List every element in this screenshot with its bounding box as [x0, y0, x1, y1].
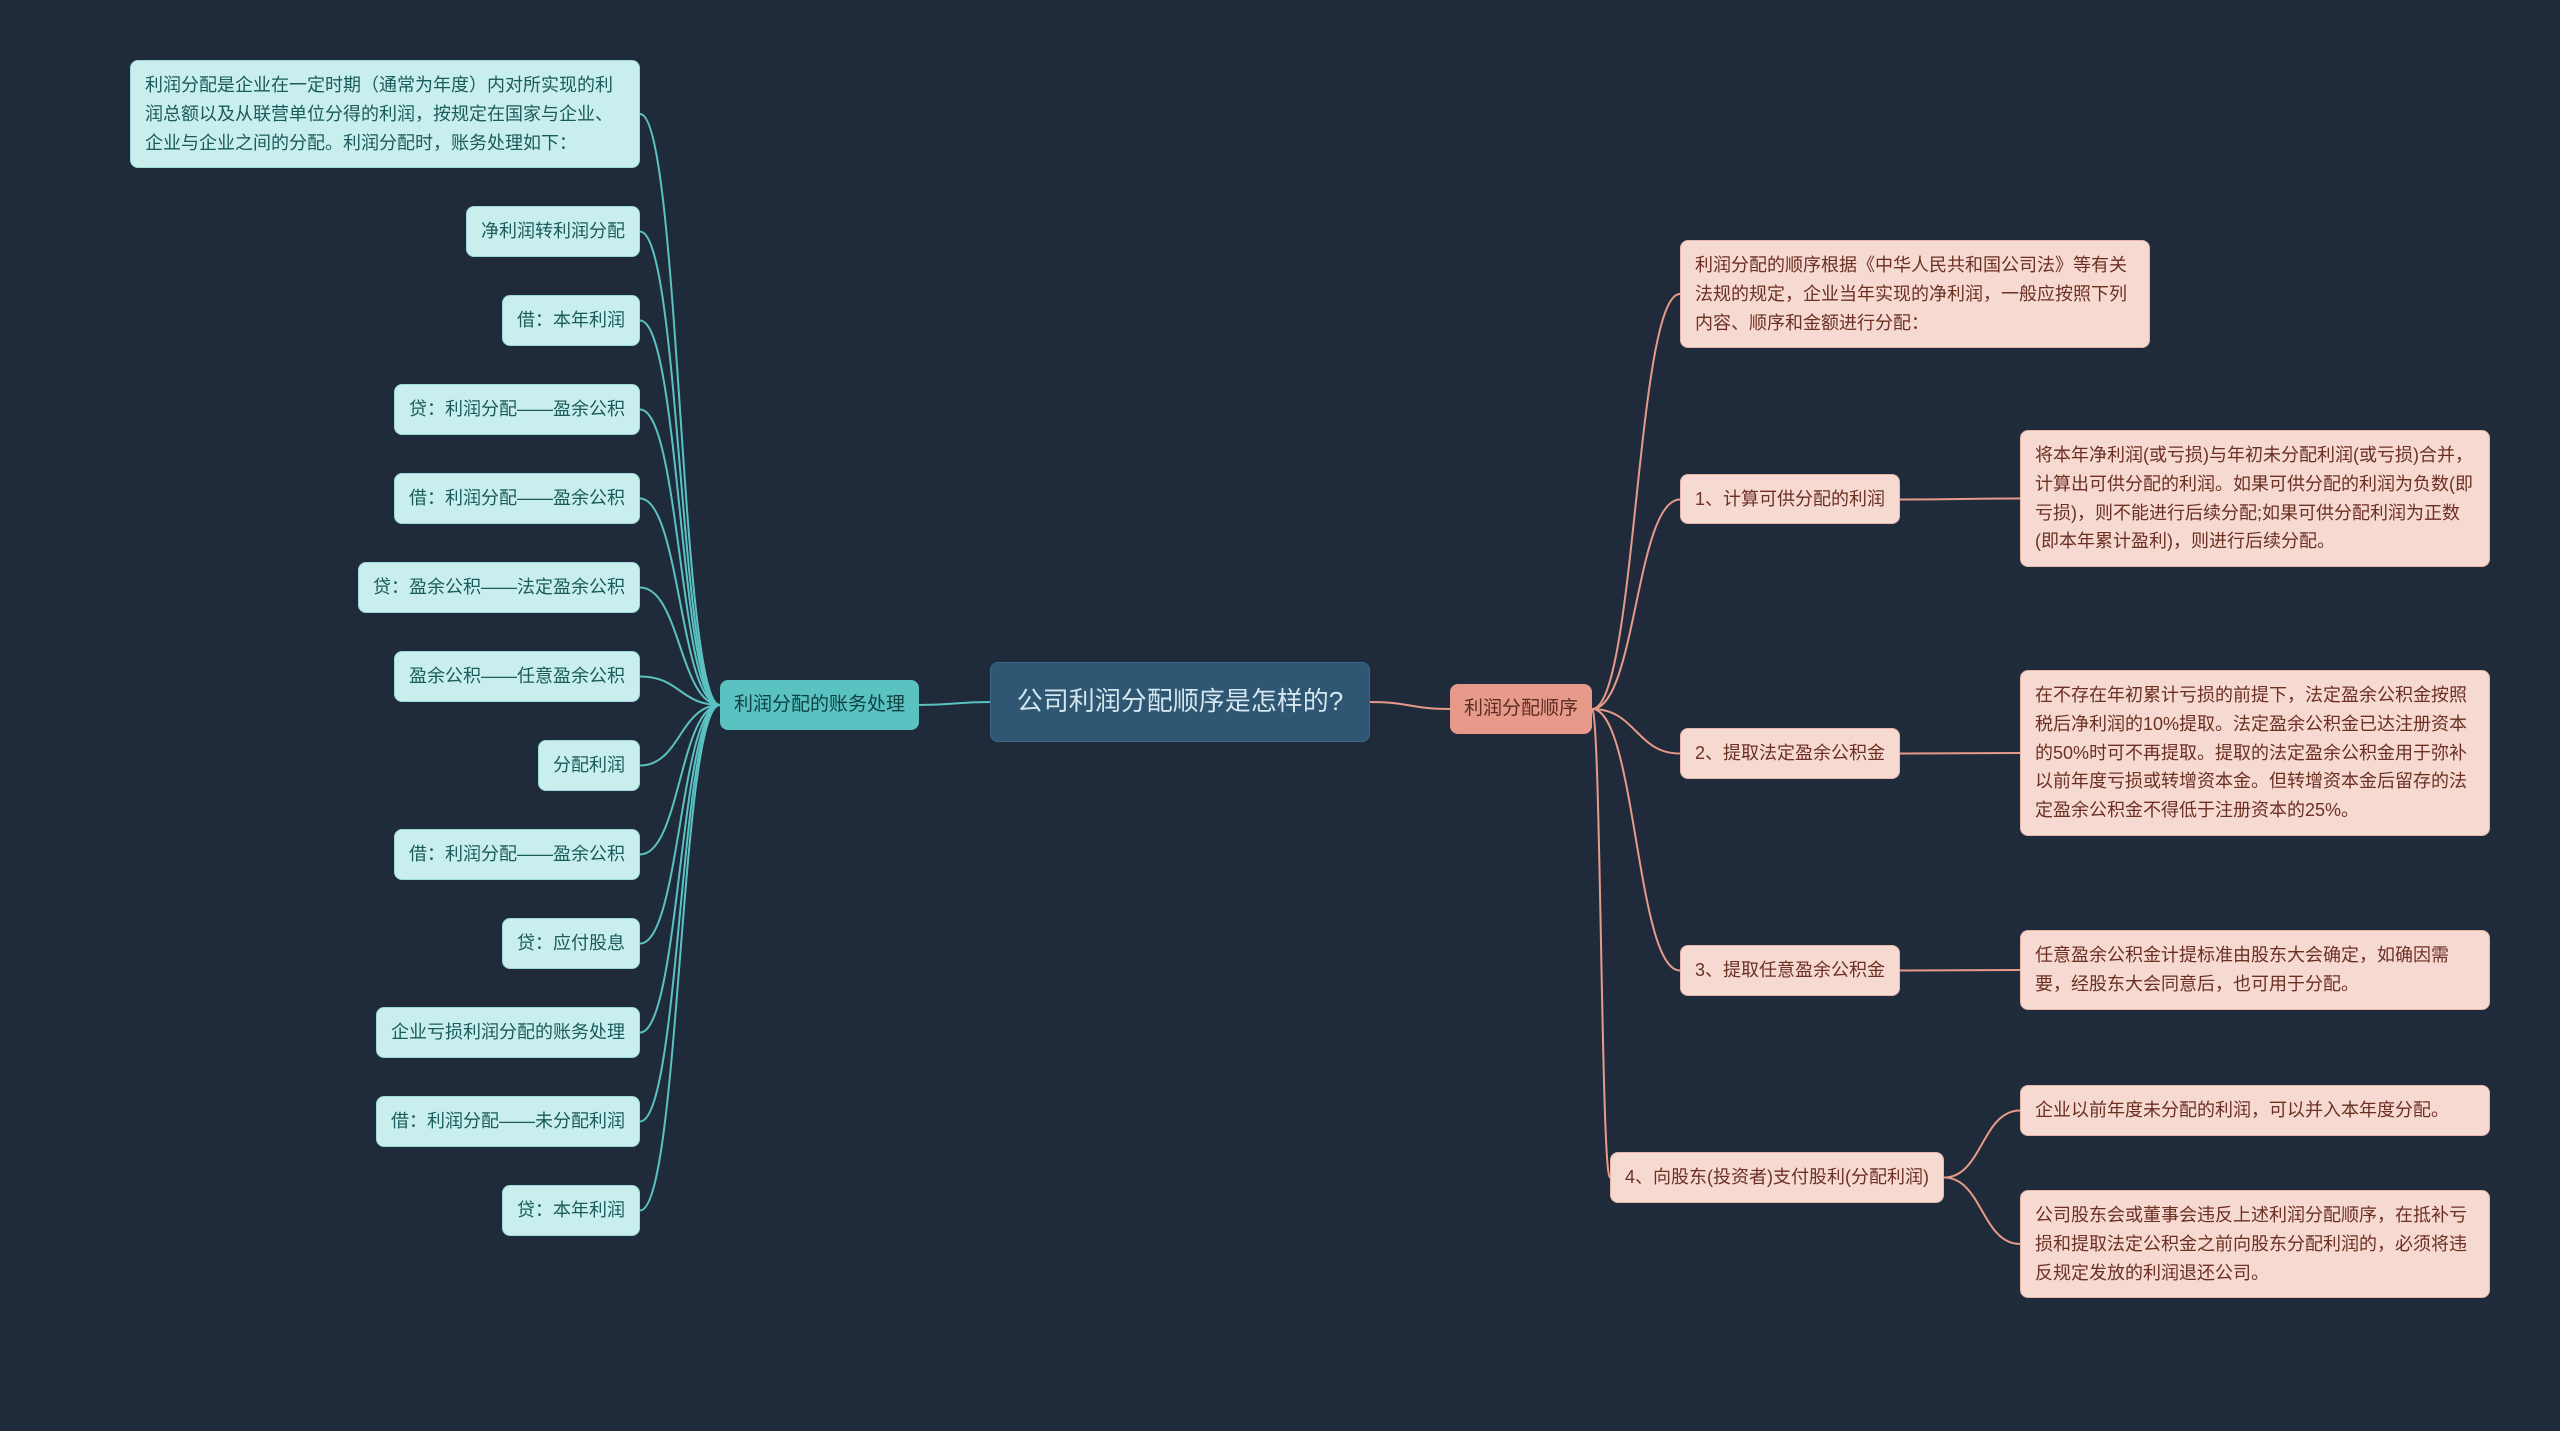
center-node: 公司利润分配顺序是怎样的? — [990, 662, 1370, 742]
left-child-3: 贷：利润分配——盈余公积 — [394, 384, 640, 435]
left-child-2: 借：本年利润 — [502, 295, 640, 346]
right-child-3-sub-0: 任意盈余公积金计提标准由股东大会确定，如确因需要，经股东大会同意后，也可用于分配… — [2020, 930, 2490, 1010]
right-child-3: 3、提取任意盈余公积金 — [1680, 945, 1900, 996]
right-child-1: 1、计算可供分配的利润 — [1680, 474, 1900, 525]
left-child-0: 利润分配是企业在一定时期（通常为年度）内对所实现的利润总额以及从联营单位分得的利… — [130, 60, 640, 168]
left-child-8: 借：利润分配——盈余公积 — [394, 829, 640, 880]
left-child-12: 贷：本年利润 — [502, 1185, 640, 1236]
left-child-1: 净利润转利润分配 — [466, 206, 640, 257]
left-child-9: 贷：应付股息 — [502, 918, 640, 969]
left-child-6: 盈余公积——任意盈余公积 — [394, 651, 640, 702]
left-child-5: 贷：盈余公积——法定盈余公积 — [358, 562, 640, 613]
right-child-4: 4、向股东(投资者)支付股利(分配利润) — [1610, 1152, 1944, 1203]
left-child-7: 分配利润 — [538, 740, 640, 791]
right-child-2-sub-0: 在不存在年初累计亏损的前提下，法定盈余公积金按照税后净利润的10%提取。法定盈余… — [2020, 670, 2490, 836]
left-child-4: 借：利润分配——盈余公积 — [394, 473, 640, 524]
right-child-1-sub-0: 将本年净利润(或亏损)与年初未分配利润(或亏损)合并，计算出可供分配的利润。如果… — [2020, 430, 2490, 567]
left-main-node: 利润分配的账务处理 — [720, 680, 919, 730]
left-child-10: 企业亏损利润分配的账务处理 — [376, 1007, 640, 1058]
right-child-4-sub-0: 企业以前年度未分配的利润，可以并入本年度分配。 — [2020, 1085, 2490, 1136]
right-child-2: 2、提取法定盈余公积金 — [1680, 728, 1900, 779]
left-child-11: 借：利润分配——未分配利润 — [376, 1096, 640, 1147]
right-main-node: 利润分配顺序 — [1450, 684, 1592, 734]
right-child-0: 利润分配的顺序根据《中华人民共和国公司法》等有关法规的规定，企业当年实现的净利润… — [1680, 240, 2150, 348]
right-child-4-sub-1: 公司股东会或董事会违反上述利润分配顺序，在抵补亏损和提取法定公积金之前向股东分配… — [2020, 1190, 2490, 1298]
